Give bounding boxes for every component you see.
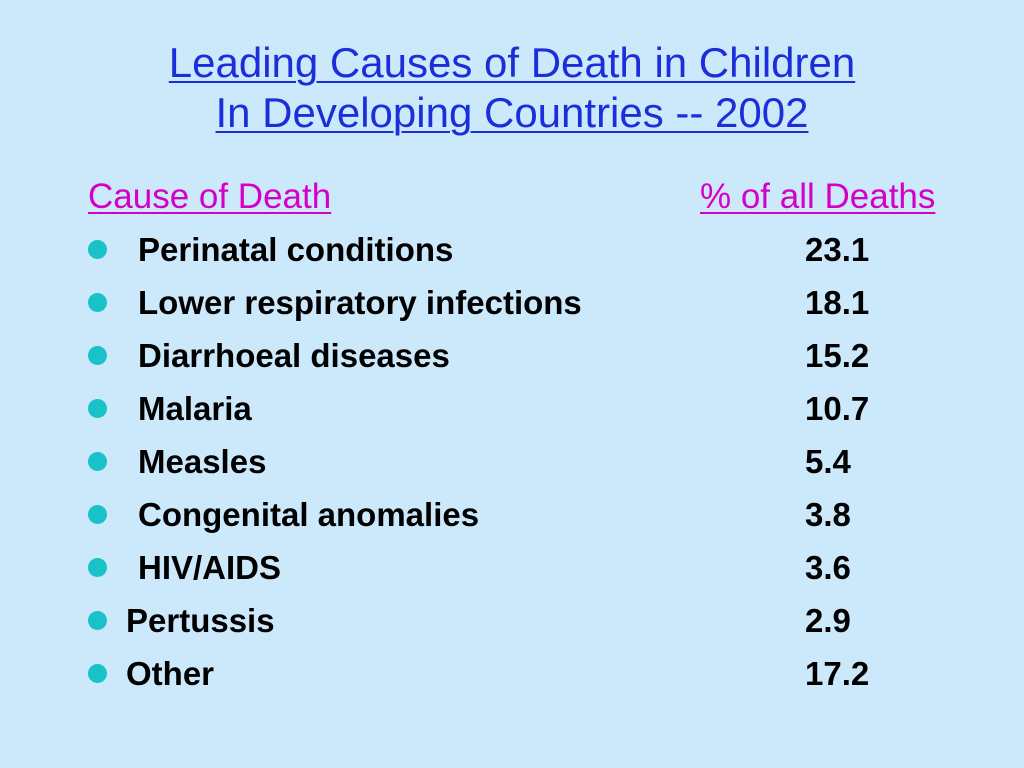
list-item: Lower respiratory infections 18.1: [0, 279, 1024, 332]
cause-label: Other: [126, 655, 215, 692]
cause-label: Lower respiratory infections: [138, 284, 582, 321]
bullet-icon: [88, 505, 107, 524]
percent-value: 17.2: [805, 655, 870, 692]
list-item: Diarrhoeal diseases 15.2: [0, 332, 1024, 385]
cause-label: Diarrhoeal diseases: [138, 337, 450, 374]
cause-label: Measles: [138, 443, 267, 480]
bullet-icon: [88, 346, 107, 365]
percent-value: 3.8: [805, 496, 851, 533]
percent-value: 23.1: [805, 231, 870, 268]
list-item: Other 17.2: [0, 650, 1024, 703]
percent-value: 3.6: [805, 549, 851, 586]
bullet-icon: [88, 664, 107, 683]
bullet-icon: [88, 293, 107, 312]
percent-value: 18.1: [805, 284, 870, 321]
list-item: Congenital anomalies 3.8: [0, 491, 1024, 544]
list-item: Malaria 10.7: [0, 385, 1024, 438]
title-line-2: In Developing Countries -- 2002: [215, 89, 809, 136]
list-item: HIV/AIDS 3.6: [0, 544, 1024, 597]
slide-title: Leading Causes of Death in Children In D…: [0, 38, 1024, 138]
cause-label: Perinatal conditions: [138, 231, 454, 268]
bullet-icon: [88, 558, 107, 577]
percent-value: 2.9: [805, 602, 851, 639]
title-line-1: Leading Causes of Death in Children: [168, 39, 856, 86]
percent-value: 10.7: [805, 390, 870, 427]
percent-value: 5.4: [805, 443, 851, 480]
bullet-icon: [88, 240, 107, 259]
bullet-icon: [88, 611, 107, 630]
cause-label: Pertussis: [126, 602, 275, 639]
list-item: Pertussis 2.9: [0, 597, 1024, 650]
percent-value: 15.2: [805, 337, 870, 374]
cause-label: HIV/AIDS: [138, 549, 282, 586]
list-item: Measles 5.4: [0, 438, 1024, 491]
cause-label: Malaria: [138, 390, 252, 427]
bullet-icon: [88, 452, 107, 471]
list-item: Perinatal conditions 23.1: [0, 226, 1024, 279]
column-header-cause: Cause of Death: [88, 177, 332, 216]
causes-list: Perinatal conditions 23.1 Lower respirat…: [0, 226, 1024, 703]
cause-label: Congenital anomalies: [138, 496, 480, 533]
bullet-icon: [88, 399, 107, 418]
column-header-percent: % of all Deaths: [700, 177, 936, 216]
